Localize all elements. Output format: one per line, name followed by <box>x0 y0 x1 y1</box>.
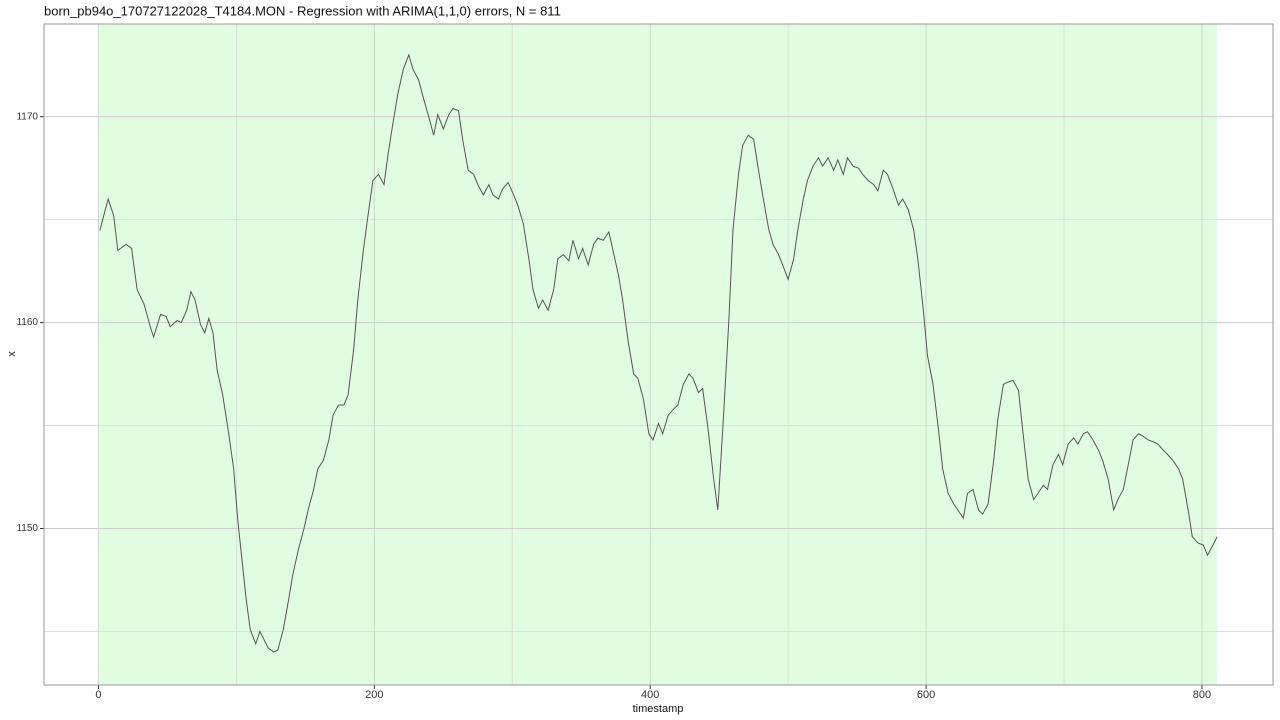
y-tick-label: 1150 <box>16 523 38 534</box>
x-axis-title: timestamp <box>633 703 684 715</box>
shaded-region <box>99 24 1218 685</box>
y-axis-title: x <box>6 351 18 357</box>
chart-title: born_pb94o_170727122028_T4184.MON - Regr… <box>44 3 561 18</box>
y-tick-label: 1160 <box>16 317 38 328</box>
x-tick-label: 800 <box>1193 689 1211 701</box>
x-tick-label: 200 <box>365 689 383 701</box>
x-tick-label: 0 <box>95 689 101 701</box>
data-line <box>99 53 1218 653</box>
x-tick-label: 400 <box>641 689 659 701</box>
plot-border <box>43 23 1274 686</box>
y-tick-label: 1170 <box>16 111 38 122</box>
x-tick-label: 600 <box>917 689 935 701</box>
